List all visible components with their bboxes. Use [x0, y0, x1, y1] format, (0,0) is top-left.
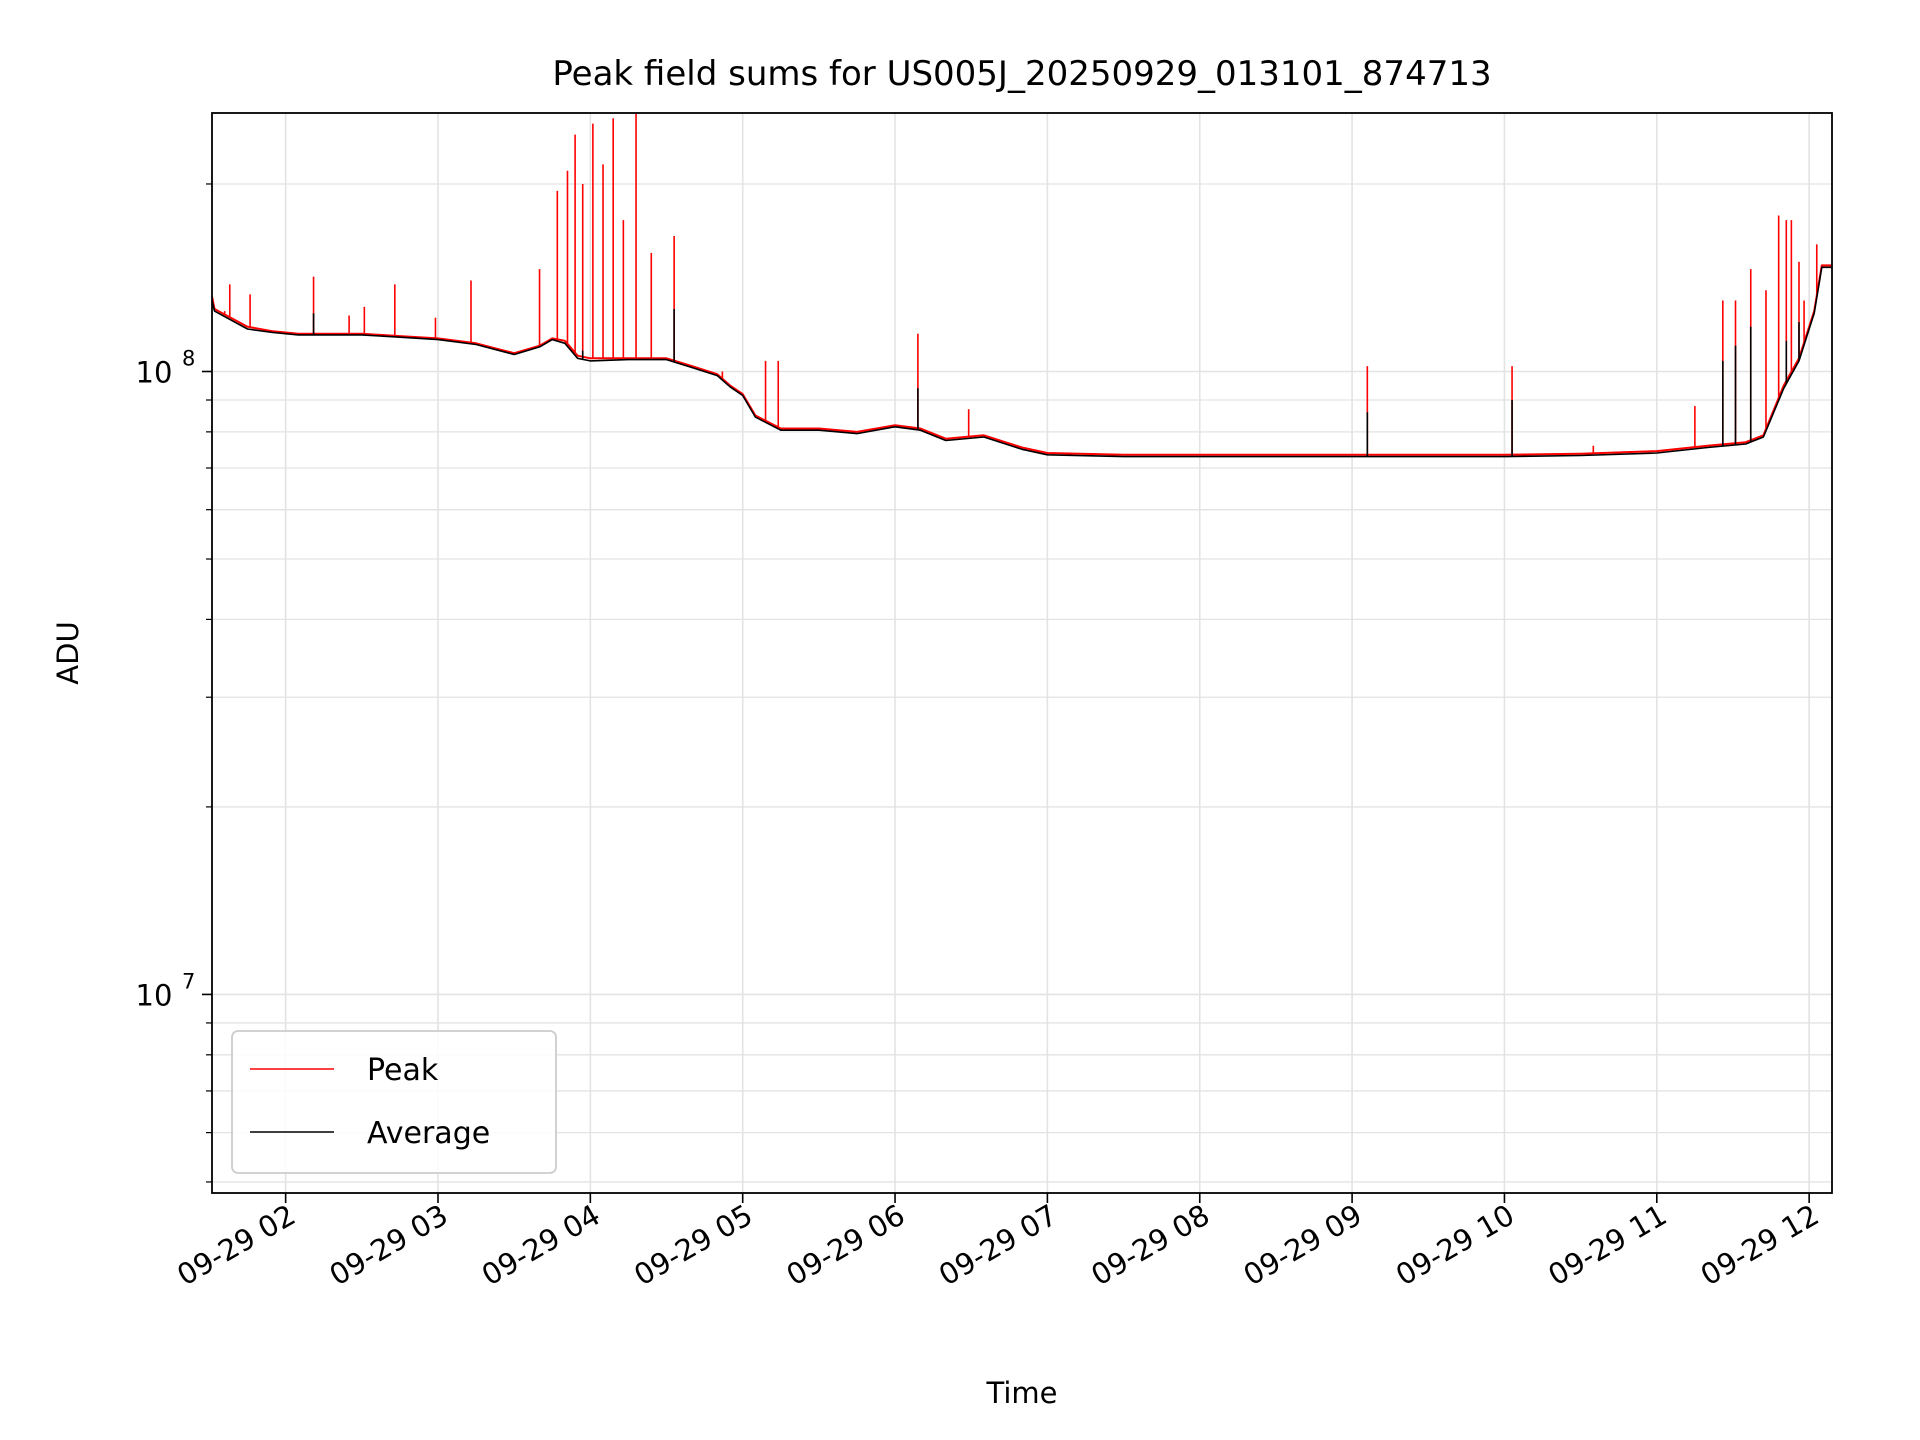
axis-ticks	[202, 183, 1810, 1203]
plot-area	[212, 113, 1832, 1193]
y-tick-label: 10	[136, 356, 173, 390]
legend-box	[231, 1030, 557, 1174]
chart-title: Peak field sums for US005J_20250929_0131…	[552, 54, 1491, 94]
y-tick-label-exponent: 8	[182, 347, 195, 371]
grid	[212, 113, 1832, 1193]
legend-average-label: Average	[367, 1116, 490, 1151]
y-tick-label-exponent: 7	[182, 969, 195, 993]
legend-peak-label: Peak	[367, 1053, 439, 1088]
series-line-peak	[212, 264, 1832, 456]
x-axis-label: Time	[986, 1376, 1058, 1410]
y-axis-label: ADU	[51, 621, 85, 684]
series-line-average	[212, 266, 1832, 458]
series-layer	[212, 113, 1832, 458]
legend: Peak Average	[231, 1030, 557, 1174]
plot-frame	[211, 112, 1833, 1194]
y-tick-label: 10	[136, 978, 173, 1012]
